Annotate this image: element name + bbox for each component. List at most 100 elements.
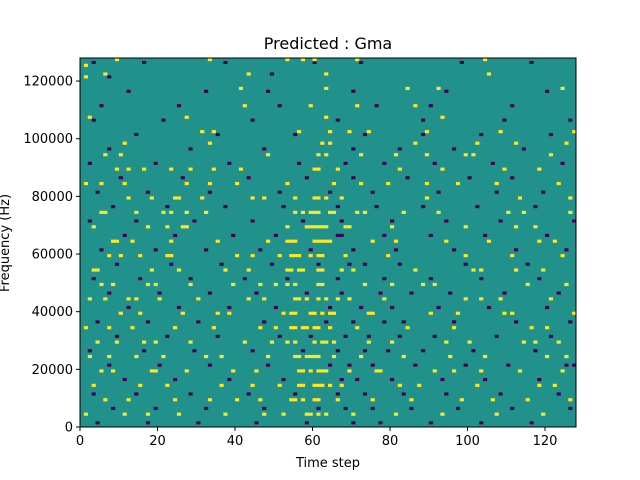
heatmap-cell-low <box>258 248 263 252</box>
heatmap-cell-high <box>118 254 123 258</box>
heatmap-cell-high <box>184 115 189 119</box>
heatmap-cell-high <box>91 383 96 387</box>
heatmap-cell-low <box>436 305 441 310</box>
heatmap-cell-low <box>537 377 542 382</box>
heatmap-cell-high <box>312 239 317 243</box>
heatmap-cell-high <box>355 58 360 62</box>
heatmap-cell-high <box>281 412 286 416</box>
heatmap-cell-high <box>99 210 104 214</box>
heatmap-cell-low <box>293 392 298 396</box>
heatmap-cell-low <box>99 104 104 108</box>
heatmap-cell-high <box>87 354 92 359</box>
chart-title: Predicted : Gma <box>264 34 392 53</box>
heatmap-cell-low <box>227 161 232 165</box>
heatmap-cell-low <box>502 291 507 295</box>
heatmap-cell-high <box>452 326 457 330</box>
heatmap-cell-low <box>362 262 368 266</box>
heatmap-cell-high <box>362 282 368 287</box>
heatmap-cell-high <box>83 412 89 416</box>
heatmap-cell-high <box>308 254 313 258</box>
heatmap-cell-high <box>316 167 321 171</box>
heatmap-cell-low <box>390 377 395 382</box>
y-tick-label: 100000 <box>23 132 73 147</box>
heatmap-cell-high <box>525 398 530 402</box>
heatmap-cell-low <box>432 161 437 165</box>
heatmap-cell-high <box>297 254 302 258</box>
heatmap-cell-high <box>568 210 573 214</box>
heatmap-cell-high <box>308 225 313 229</box>
heatmap-cell-low <box>250 219 255 223</box>
heatmap-cell-low <box>467 176 472 180</box>
heatmap-cell-high <box>223 268 228 272</box>
heatmap-cell-low <box>157 291 162 295</box>
heatmap-cell-high <box>475 141 480 145</box>
heatmap-cell-high <box>211 326 216 330</box>
heatmap-cell-high <box>502 311 507 315</box>
heatmap-cell-low <box>308 248 313 252</box>
heatmap-cell-high <box>440 167 445 171</box>
heatmap-cell-high <box>316 196 321 200</box>
heatmap-cell-low <box>335 233 340 238</box>
heatmap-cell-high <box>521 210 526 214</box>
heatmap-cell-high <box>355 104 360 108</box>
heatmap-cell-high <box>285 268 290 272</box>
heatmap-cell-low <box>153 161 158 165</box>
heatmap-cell-low <box>413 363 418 367</box>
heatmap-cell-high <box>285 340 290 344</box>
heatmap-cell-low <box>145 190 151 194</box>
heatmap-cell-low <box>242 277 247 281</box>
y-axis-ticks: 0 20000 40000 60000 80000 100000 120000 <box>23 75 80 436</box>
heatmap-cell-high <box>293 282 298 287</box>
heatmap-cell-high <box>308 210 313 214</box>
heatmap-cell-high <box>246 72 251 76</box>
heatmap-cell-low <box>359 60 364 65</box>
heatmap-cell-low <box>285 277 290 281</box>
y-tick-label: 20000 <box>32 363 73 378</box>
heatmap-cell-low <box>421 132 426 137</box>
heatmap-cell-low <box>277 334 282 338</box>
heatmap-cell-low <box>382 320 387 324</box>
heatmap-cell-high <box>320 340 325 344</box>
heatmap-cell-low <box>444 89 449 93</box>
heatmap-cell-low <box>452 248 457 252</box>
heatmap-cell-high <box>517 196 523 200</box>
heatmap-cell-high <box>235 254 240 258</box>
heatmap-cell-high <box>304 297 309 301</box>
heatmap-cell-high <box>339 268 344 272</box>
heatmap-cell-high <box>312 58 317 62</box>
heatmap-cell-high <box>545 354 550 359</box>
heatmap-cell-high <box>211 130 216 134</box>
heatmap-cell-low <box>339 233 344 238</box>
heatmap-cell-low <box>545 233 550 238</box>
x-tick-label: 40 <box>227 434 244 449</box>
heatmap-cell-high <box>483 58 488 62</box>
heatmap-cell-high <box>285 282 290 287</box>
heatmap-cell-high <box>184 181 189 186</box>
heatmap-cell-low <box>312 60 317 65</box>
heatmap-cell-low <box>370 363 375 367</box>
heatmap-cell-high <box>475 383 480 387</box>
heatmap-cell-low <box>378 291 383 295</box>
heatmap-cell-low <box>483 233 488 238</box>
heatmap-cell-high <box>107 326 112 330</box>
heatmap-cell-low <box>370 406 375 410</box>
heatmap-cell-high <box>320 268 325 272</box>
heatmap-cell-high <box>552 239 557 243</box>
heatmap-cell-high <box>308 354 313 359</box>
heatmap-cell-low <box>479 277 484 281</box>
heatmap-cell-high <box>366 311 371 315</box>
heatmap-cell-high <box>506 210 511 214</box>
heatmap-cell-low <box>219 262 224 266</box>
heatmap-cell-high <box>324 225 329 229</box>
heatmap-cell-high <box>397 383 402 387</box>
heatmap-cell-high <box>331 354 337 359</box>
heatmap-cell-high <box>173 196 178 200</box>
heatmap-cell-low <box>173 233 178 238</box>
heatmap-cell-high <box>300 326 306 330</box>
heatmap-cell-low <box>293 132 298 137</box>
heatmap-cell-high <box>99 282 104 287</box>
heatmap-cell-low <box>134 132 139 137</box>
heatmap-cell-low <box>328 305 333 310</box>
heatmap-cell-low <box>300 349 306 353</box>
heatmap-cell-high <box>145 225 151 229</box>
